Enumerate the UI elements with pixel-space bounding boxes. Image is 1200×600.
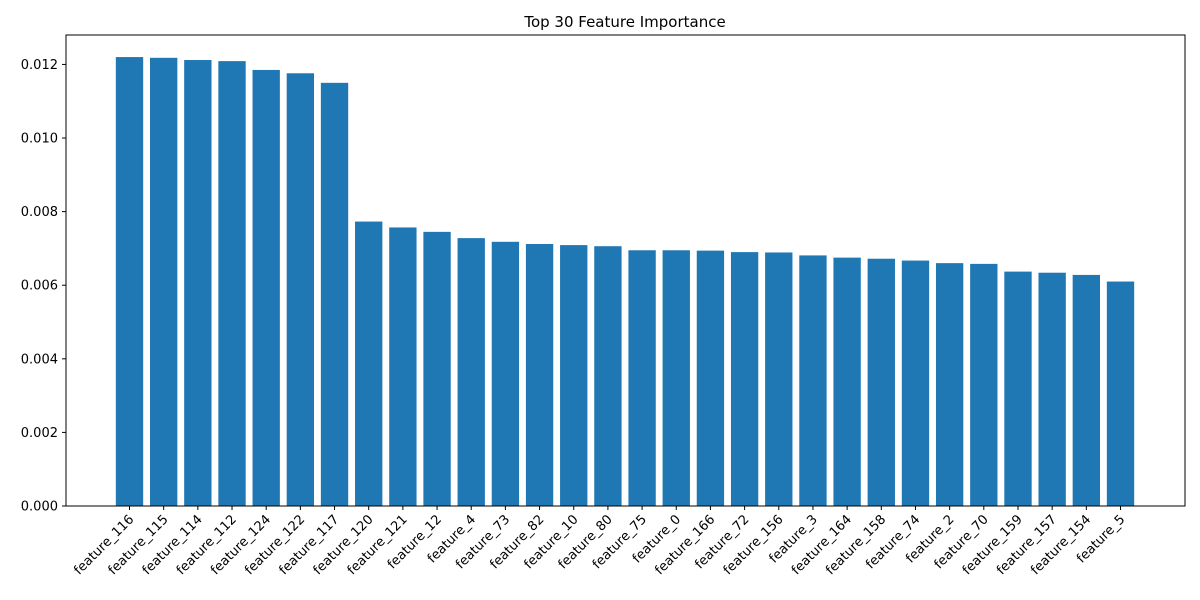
y-tick-label: 0.000 [21,500,58,515]
bar-feature_124 [252,69,280,506]
bar-feature_166 [696,250,725,506]
y-tick-label: 0.010 [21,132,58,147]
y-tick-label: 0.012 [21,58,58,73]
bar-feature_157 [1038,272,1066,506]
x-axis: feature_116feature_115feature_114feature… [71,506,1128,578]
bar-feature_158 [867,258,895,506]
bar-feature_159 [1004,271,1032,506]
bar-feature_75 [628,250,656,506]
bar-feature_73 [491,241,520,506]
bar-feature_112 [218,61,246,506]
bar-feature_4 [457,238,485,506]
bars-group [115,57,1135,507]
y-tick-label: 0.004 [21,352,58,367]
bar-feature_3 [799,255,827,506]
bar-feature_0 [662,250,690,506]
bar-feature_120 [355,221,383,506]
bar-feature_121 [389,227,417,506]
bar-feature_82 [525,244,554,506]
y-tick-label: 0.006 [21,279,58,294]
bar-feature_74 [901,260,930,506]
bar-feature_154 [1072,274,1100,506]
y-tick-label: 0.008 [21,205,58,220]
bar-feature_114 [184,60,212,506]
bar-feature_70 [970,263,998,506]
bar-feature_164 [833,257,861,506]
bar-feature_5 [1106,281,1135,506]
bar-feature_122 [286,73,315,507]
bar-feature_115 [150,57,178,507]
bar-feature_116 [115,57,144,506]
bar-feature_117 [320,82,349,506]
y-axis: 0.000 0.002 0.004 0.006 0.008 0.010 0.012 [21,58,66,515]
bar-feature_80 [594,246,622,507]
bar-feature_12 [423,231,451,506]
chart-title: Top 30 Feature Importance [523,13,725,31]
bar-feature_72 [730,252,759,506]
bar-feature_10 [560,245,588,506]
bar-feature_2 [935,263,964,506]
bar-feature_156 [765,252,793,506]
plot-frame [65,34,1186,507]
y-tick-label: 0.002 [21,426,58,441]
